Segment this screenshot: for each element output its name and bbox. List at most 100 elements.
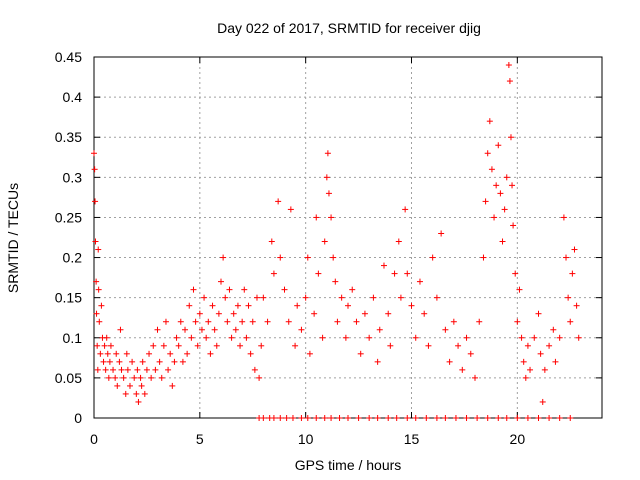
data-point: [385, 310, 392, 317]
data-point: [298, 326, 305, 333]
data-point: [357, 350, 364, 357]
data-point: [118, 366, 125, 373]
data-point: [404, 270, 411, 277]
y-tick-label-2: 0.1: [63, 330, 83, 346]
data-point: [239, 318, 246, 325]
data-point: [122, 390, 129, 397]
data-point: [476, 318, 483, 325]
data-point: [385, 415, 392, 421]
data-point: [133, 390, 140, 397]
data-point: [120, 374, 127, 381]
data-point: [516, 286, 523, 293]
data-point: [287, 206, 294, 213]
data-point: [171, 358, 178, 365]
data-point: [524, 342, 531, 349]
data-point: [482, 198, 489, 205]
data-point: [201, 294, 208, 301]
data-point: [370, 294, 377, 301]
data-point: [552, 358, 559, 365]
data-point: [97, 350, 104, 357]
data-point: [345, 302, 351, 309]
data-point: [334, 318, 341, 325]
axes: [93, 56, 603, 419]
data-point: [345, 415, 351, 421]
y-tick-label-5: 0.25: [55, 209, 82, 225]
data-point: [387, 342, 394, 349]
data-point: [298, 415, 305, 421]
data-point: [101, 342, 108, 349]
data-point: [484, 150, 491, 157]
data-point: [323, 174, 330, 181]
data-point: [150, 342, 157, 349]
data-point: [245, 302, 252, 309]
data-point: [258, 342, 265, 349]
data-point: [325, 190, 332, 197]
data-point: [124, 366, 131, 373]
data-point: [275, 198, 282, 205]
data-point: [158, 374, 165, 381]
data-point: [467, 350, 474, 357]
data-point: [404, 415, 411, 421]
data-point: [512, 270, 519, 277]
x-axis-label: GPS time / hours: [295, 457, 402, 473]
data-point: [423, 415, 430, 421]
data-point: [243, 334, 250, 341]
data-point: [173, 334, 180, 341]
data-point: [169, 382, 176, 389]
data-point: [506, 78, 513, 85]
data-point: [342, 334, 349, 341]
data-point: [247, 350, 254, 357]
data-point: [154, 326, 161, 333]
data-point: [268, 238, 275, 245]
data-point: [112, 374, 119, 381]
data-point: [501, 206, 508, 213]
data-point: [535, 310, 542, 317]
data-point: [213, 342, 220, 349]
data-point: [313, 214, 320, 221]
data-point: [138, 382, 145, 389]
data-point: [535, 415, 542, 421]
data-point: [184, 350, 191, 357]
data-point: [253, 294, 260, 301]
data-point: [156, 358, 163, 365]
data-point: [442, 415, 449, 421]
data-point: [510, 222, 517, 229]
data-point: [374, 415, 381, 421]
data-point: [524, 415, 531, 421]
data-point: [135, 398, 142, 405]
data-point: [433, 415, 440, 421]
data-point: [531, 334, 538, 341]
data-point: [571, 246, 578, 253]
data-point: [338, 294, 345, 301]
data-point: [98, 302, 105, 309]
data-point: [103, 334, 110, 341]
data-point: [321, 415, 328, 421]
y-tick-label-9: 0.45: [55, 49, 82, 65]
data-point: [302, 294, 309, 301]
data-point: [497, 190, 504, 197]
data-point: [182, 326, 189, 333]
data-point: [493, 182, 500, 189]
data-point: [237, 342, 244, 349]
data-point: [514, 318, 521, 325]
data-point: [319, 334, 326, 341]
data-point: [505, 62, 512, 69]
x-axis-ticks: 0 5 10 15 20: [90, 57, 525, 447]
data-point: [306, 350, 313, 357]
grid-lines: [94, 57, 602, 418]
data-point: [211, 326, 218, 333]
data-point: [539, 398, 546, 405]
data-point: [165, 366, 172, 373]
data-point: [563, 254, 570, 261]
data-point: [324, 150, 331, 157]
data-point: [152, 366, 159, 373]
data-point: [249, 318, 256, 325]
x-tick-label-2: 10: [298, 431, 314, 447]
plot-border: [93, 56, 603, 419]
data-point: [167, 350, 174, 357]
data-point: [260, 415, 267, 421]
data-point: [106, 358, 113, 365]
data-point: [104, 350, 111, 357]
data-point: [270, 415, 277, 421]
